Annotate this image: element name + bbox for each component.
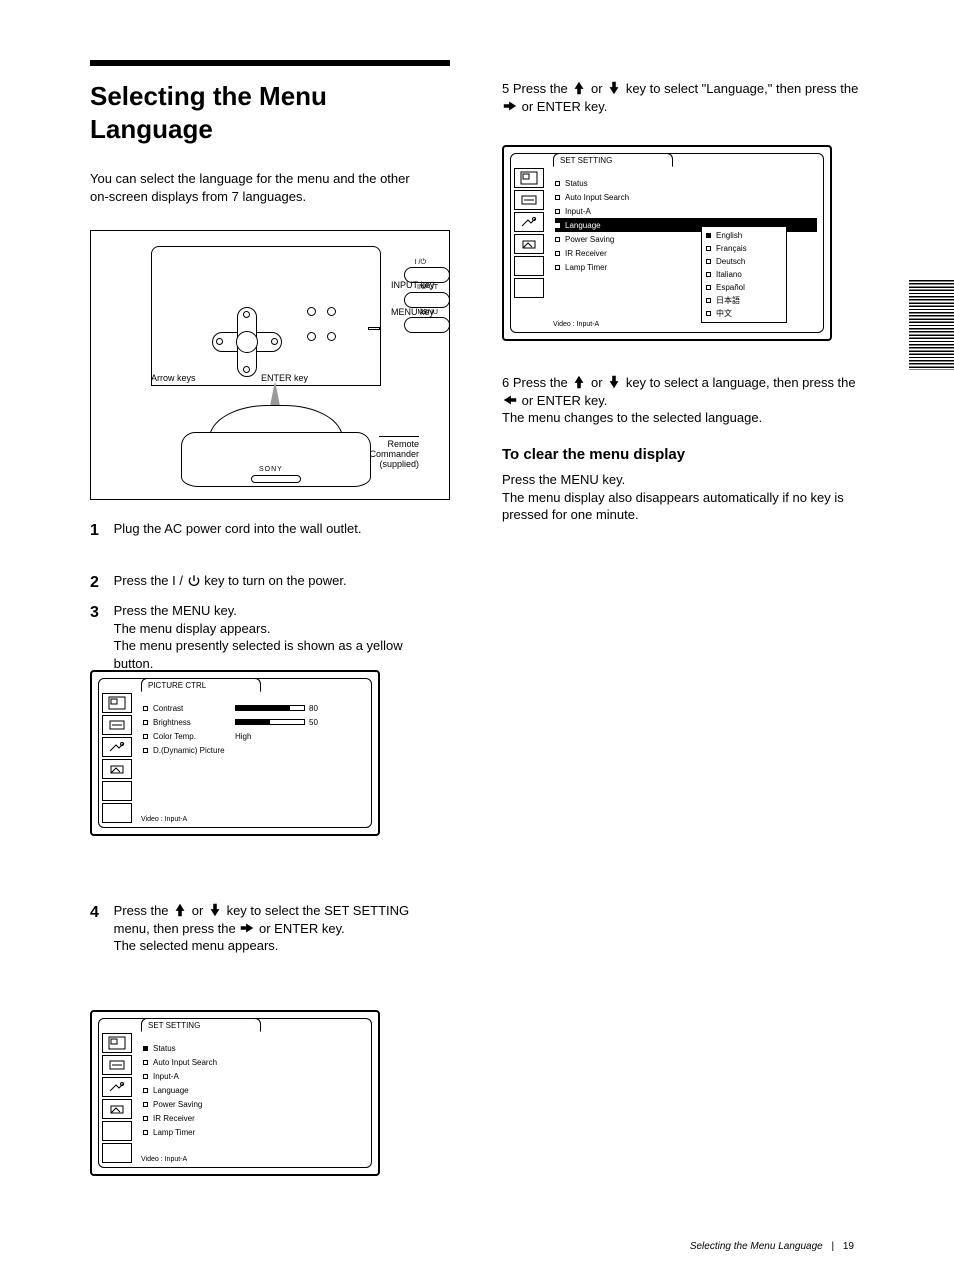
menu3-footer: Video : Input-A — [553, 321, 599, 328]
menu2-row: Auto Input Search — [143, 1055, 365, 1069]
step2-text-a: Press the I / — [114, 573, 187, 588]
page-footer: Selecting the Menu Language | 19 — [690, 1241, 864, 1252]
language-option: 日本語 — [702, 294, 786, 307]
arrow-down-icon — [207, 902, 223, 918]
menu2-row: Status — [143, 1041, 365, 1055]
side-set-icon — [102, 737, 132, 757]
language-option: 中文 — [702, 307, 786, 320]
clear-menu-section: To clear the menu display Press the MENU… — [502, 445, 862, 524]
step3-line1: Press the MENU key. — [114, 603, 237, 618]
arrow-up-icon — [172, 902, 188, 918]
step3-line3: The menu presently selected is shown as … — [114, 638, 403, 671]
menu2-footer: Video : Input-A — [141, 1156, 187, 1163]
step-2: 2 Press the I / key to turn on the power… — [90, 572, 450, 594]
arrow-right-icon — [502, 98, 518, 114]
step-3-lead: 3 Press the MENU key. The menu display a… — [90, 602, 450, 672]
menu3-row: Input-A — [555, 204, 817, 218]
menu3-sidebar — [514, 168, 548, 300]
step-4: 4 Press the or key to select the SET SET… — [90, 902, 450, 955]
menu1-footer: Video : Input-A — [141, 816, 187, 823]
menu-key — [404, 317, 450, 333]
arrow-down-icon — [606, 80, 622, 96]
callout-remote: Remote Commander (supplied) — [349, 436, 419, 469]
menu3-tab: SET SETTING — [553, 153, 673, 167]
language-option: Italiano — [702, 268, 786, 281]
callout-input-key: INPUT key — [391, 280, 434, 290]
side-blank2 — [102, 803, 132, 823]
arrow-down-icon — [606, 374, 622, 390]
arrow-up-icon — [571, 374, 587, 390]
menu2-row: Language — [143, 1083, 365, 1097]
side-input-icon — [102, 715, 132, 735]
language-option: English — [702, 229, 786, 242]
step2-text-b: key to turn on the power. — [204, 573, 346, 588]
menu2-row: Power Saving — [143, 1097, 365, 1111]
menu2-row: IR Receiver — [143, 1111, 365, 1125]
arrow-right-icon — [239, 920, 255, 936]
menu3-row: Auto Input Search — [555, 190, 817, 204]
side-picture-icon — [102, 693, 132, 713]
menu2-row: Lamp Timer — [143, 1125, 365, 1139]
menu1-row: Color Temp.High — [143, 729, 365, 743]
thumb-index-stripe — [909, 280, 954, 370]
projector-icon: SONY — [181, 397, 371, 487]
language-option: Deutsch — [702, 255, 786, 268]
menu2-sidebar — [102, 1033, 136, 1165]
step-1: 1 Plug the AC power cord into the wall o… — [90, 520, 450, 542]
menu1-row: Brightness50 — [143, 715, 365, 729]
input-key — [404, 292, 450, 308]
side-install-icon — [102, 759, 132, 779]
menu-set-setting: SET SETTING StatusAuto Input SearchInput… — [90, 1010, 380, 1176]
callout-menu-key: MENU key — [391, 307, 434, 317]
side-blank1 — [102, 781, 132, 801]
menu-language-select: SET SETTING StatusAuto Input SearchInput… — [502, 145, 832, 341]
arrow-left-icon — [502, 392, 518, 408]
language-popup: EnglishFrançaisDeutschItalianoEspañol日本語… — [701, 226, 787, 323]
page-heading: Selecting the Menu Language — [90, 80, 430, 145]
clear-heading: To clear the menu display — [502, 445, 862, 465]
menu1-sidebar — [102, 693, 136, 825]
callout-arrow-keys: Arrow keys — [151, 373, 196, 383]
menu3-row: Status — [555, 176, 817, 190]
arrow-up-icon — [571, 80, 587, 96]
menu1-tab: PICTURE CTRL — [141, 678, 261, 692]
menu1-row: D.(Dynamic) Picture — [143, 743, 365, 757]
menu2-row: Input-A — [143, 1069, 365, 1083]
language-option: Español — [702, 281, 786, 294]
menu-picture-ctrl: PICTURE CTRL Contrast80Brightness50Color… — [90, 670, 380, 836]
clear-text: Press the MENU key. The menu display als… — [502, 471, 862, 524]
menu1-row: Contrast80 — [143, 701, 365, 715]
step-6: 6 Press the or key to select a language,… — [502, 374, 862, 427]
power-label: I /⏻ — [415, 259, 426, 267]
menu2-tab: SET SETTING — [141, 1018, 261, 1032]
remote-illustration: I /⏻ INPUT MENU Arrow keys ENTER key MEN… — [90, 230, 450, 500]
step-5: 5 Press the or key to select "Language,"… — [502, 80, 862, 115]
language-option: Français — [702, 242, 786, 255]
step3-line2: The menu display appears. — [114, 621, 271, 636]
section-rule — [90, 60, 450, 66]
power-icon — [187, 573, 201, 587]
remote-body: I /⏻ INPUT MENU — [151, 246, 381, 386]
dpad — [212, 307, 282, 377]
intro-text: You can select the language for the menu… — [90, 170, 430, 205]
